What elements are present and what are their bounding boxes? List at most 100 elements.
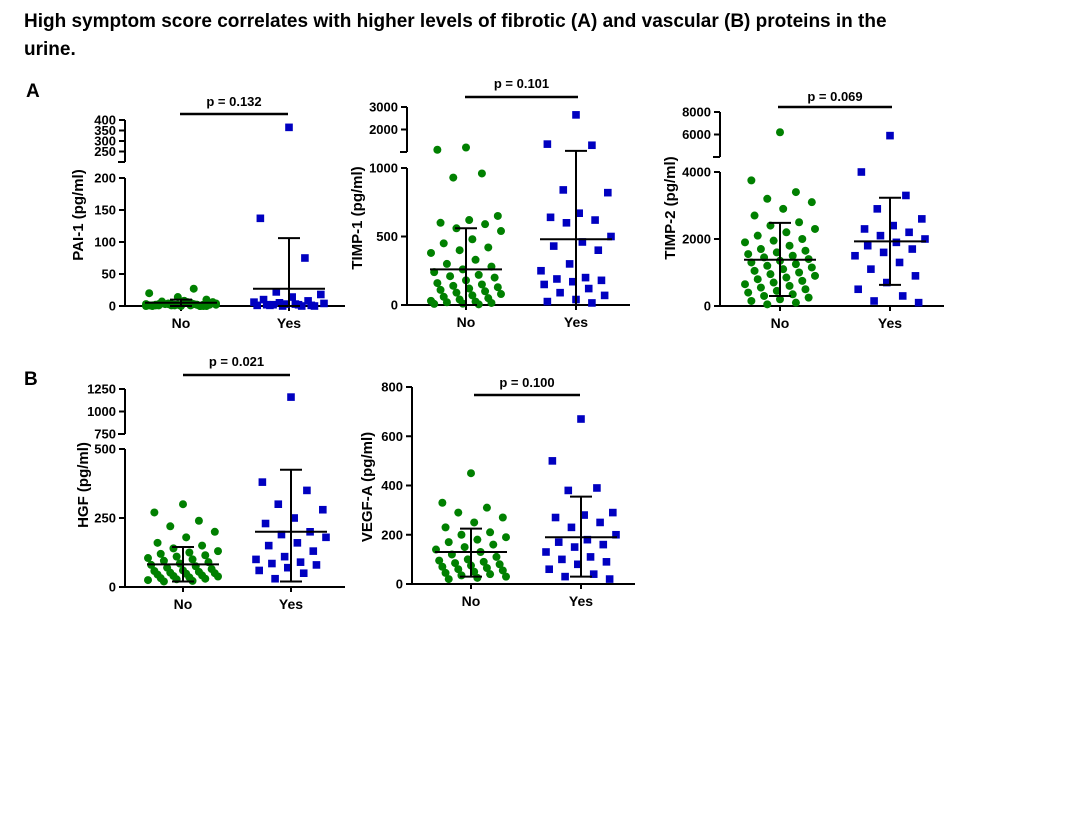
data-point-no	[502, 533, 510, 542]
data-point-no	[441, 568, 450, 577]
data-point-yes	[297, 302, 306, 310]
data-point-no	[801, 285, 810, 294]
y-axis-label: VEGF-A (pg/ml)	[359, 432, 376, 542]
data-point-yes	[578, 238, 587, 246]
data-point-no	[807, 198, 816, 207]
y-tick-label: 50	[102, 267, 116, 282]
data-point-no	[471, 255, 480, 264]
data-point-no	[202, 302, 211, 310]
x-tick-label-yes: Yes	[569, 593, 593, 609]
series-yes	[537, 111, 615, 307]
data-point-no	[492, 552, 501, 561]
data-point-no	[468, 291, 477, 300]
data-point-yes	[588, 141, 596, 150]
data-point-no	[498, 513, 507, 522]
data-point-yes	[572, 111, 580, 119]
data-point-yes	[293, 539, 302, 547]
data-point-no	[460, 543, 469, 552]
data-point-yes	[908, 245, 917, 253]
x-tick-label-no: No	[172, 315, 191, 331]
data-point-yes	[553, 275, 561, 283]
data-point-yes	[561, 572, 569, 581]
y-axis-label: PAI-1 (pg/ml)	[70, 169, 87, 260]
data-point-no	[489, 540, 498, 549]
data-point-yes	[284, 563, 292, 572]
data-point-no	[750, 211, 759, 220]
y-tick-label: 400	[94, 113, 116, 128]
data-point-no	[452, 288, 461, 297]
data-point-no	[194, 516, 203, 525]
data-point-yes	[312, 561, 321, 569]
data-point-yes	[309, 547, 318, 555]
data-point-no	[785, 281, 794, 290]
p-value-label: p = 0.132	[206, 94, 261, 109]
data-point-no	[465, 284, 474, 293]
y-tick-label: 0	[109, 580, 116, 595]
data-point-yes	[599, 540, 608, 549]
data-point-yes	[863, 241, 872, 250]
y-tick-label: 0	[396, 577, 403, 592]
data-point-yes	[876, 231, 885, 240]
data-point-yes	[288, 293, 296, 301]
data-point-yes	[322, 533, 330, 542]
x-tick-label-yes: Yes	[277, 315, 301, 331]
series-yes	[851, 131, 929, 307]
data-point-yes	[600, 291, 609, 300]
data-point-no	[153, 538, 162, 547]
data-point-no	[166, 522, 175, 531]
data-point-yes	[889, 221, 897, 230]
p-value-label: p = 0.100	[499, 375, 554, 390]
data-point-no	[159, 556, 168, 565]
data-point-yes	[564, 486, 573, 495]
data-point-yes	[594, 246, 603, 254]
data-point-no	[482, 503, 491, 512]
data-point-no	[486, 570, 495, 579]
data-point-no	[772, 248, 781, 257]
data-point-yes	[277, 530, 286, 539]
y-tick-label: 4000	[682, 165, 711, 180]
data-point-no	[169, 544, 178, 553]
data-point-no	[791, 260, 800, 269]
data-point-yes	[255, 566, 263, 575]
data-point-yes	[591, 216, 599, 224]
data-point-no	[481, 287, 490, 296]
data-point-no	[474, 300, 483, 309]
data-point-no	[788, 251, 797, 260]
data-point-yes	[304, 297, 312, 305]
data-point-no	[477, 169, 486, 178]
y-axis-label: TIMP-2 (pg/ml)	[662, 156, 679, 259]
data-point-yes	[609, 508, 617, 517]
data-point-no	[811, 271, 819, 280]
data-point-no	[495, 560, 504, 569]
data-point-no	[763, 261, 772, 270]
data-point-no	[785, 241, 794, 250]
data-point-yes	[584, 284, 593, 293]
data-point-yes	[883, 278, 891, 287]
data-point-no	[804, 293, 813, 302]
data-point-yes	[540, 280, 548, 289]
data-point-no	[438, 498, 447, 507]
data-point-no	[756, 283, 765, 292]
data-point-no	[473, 535, 482, 544]
data-point-yes	[581, 273, 590, 282]
data-point-yes	[857, 168, 866, 176]
data-point-yes	[319, 505, 327, 514]
data-point-yes	[310, 302, 319, 310]
data-point-no	[807, 263, 816, 272]
data-point-no	[210, 527, 219, 536]
data-point-no	[487, 298, 496, 307]
data-point-no	[769, 278, 778, 287]
x-tick-label-no: No	[462, 593, 481, 609]
data-point-no	[150, 508, 159, 517]
data-point-yes	[303, 486, 311, 495]
data-point-yes	[543, 297, 552, 306]
data-point-yes	[301, 254, 309, 262]
data-point-no	[457, 571, 466, 580]
y-tick-label: 2000	[369, 122, 398, 137]
data-point-no	[753, 275, 762, 284]
data-point-yes	[583, 535, 592, 544]
data-point-no	[473, 573, 482, 582]
x-tick-label-no: No	[174, 596, 193, 612]
data-point-no	[798, 235, 807, 243]
